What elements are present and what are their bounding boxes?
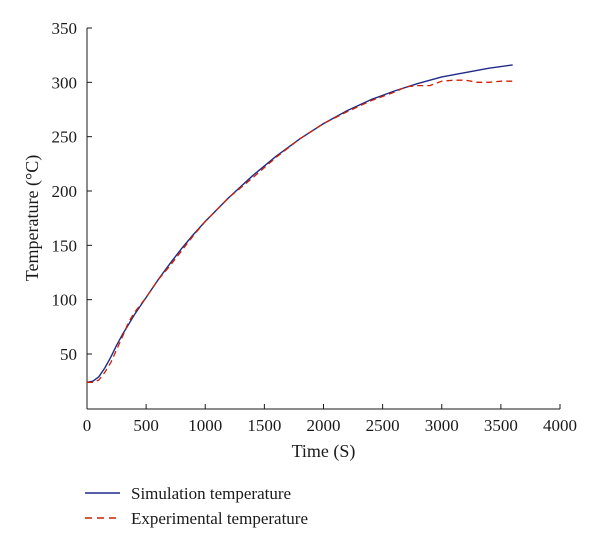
x-tick-label: 500 bbox=[133, 416, 159, 435]
x-tick-label: 1000 bbox=[188, 416, 222, 435]
y-tick-label: 50 bbox=[60, 345, 77, 364]
y-axis-ticks: 50 100 150 200 250 300 350 bbox=[52, 19, 92, 364]
legend-label-experimental: Experimental temperature bbox=[131, 509, 308, 528]
x-tick-label: 1500 bbox=[247, 416, 281, 435]
series-line-experimental bbox=[87, 79, 513, 383]
x-tick-label: 3000 bbox=[425, 416, 459, 435]
x-axis-ticks: 0 500 1000 1500 2000 2500 3000 3500 4000 bbox=[83, 404, 577, 435]
y-tick-label: 300 bbox=[52, 73, 78, 92]
axes bbox=[86, 28, 560, 410]
x-tick-label: 2000 bbox=[307, 416, 341, 435]
y-tick-label: 250 bbox=[52, 128, 78, 147]
x-tick-label: 2500 bbox=[366, 416, 400, 435]
x-tick-label: 0 bbox=[83, 416, 92, 435]
series-line-simulation bbox=[86, 64, 513, 383]
y-axis-label: Temperature (°C) bbox=[22, 155, 43, 281]
y-tick-label: 200 bbox=[52, 182, 78, 201]
y-tick-label: 100 bbox=[52, 291, 78, 310]
x-tick-label: 4000 bbox=[543, 416, 577, 435]
series-layer bbox=[86, 64, 513, 383]
x-tick-label: 3500 bbox=[484, 416, 518, 435]
legend-label-simulation: Simulation temperature bbox=[131, 484, 291, 503]
x-axis-label: Time (S) bbox=[292, 441, 356, 462]
legend: Simulation temperature Experimental temp… bbox=[85, 484, 308, 528]
y-tick-label: 150 bbox=[52, 236, 78, 255]
y-tick-label: 350 bbox=[52, 19, 78, 38]
